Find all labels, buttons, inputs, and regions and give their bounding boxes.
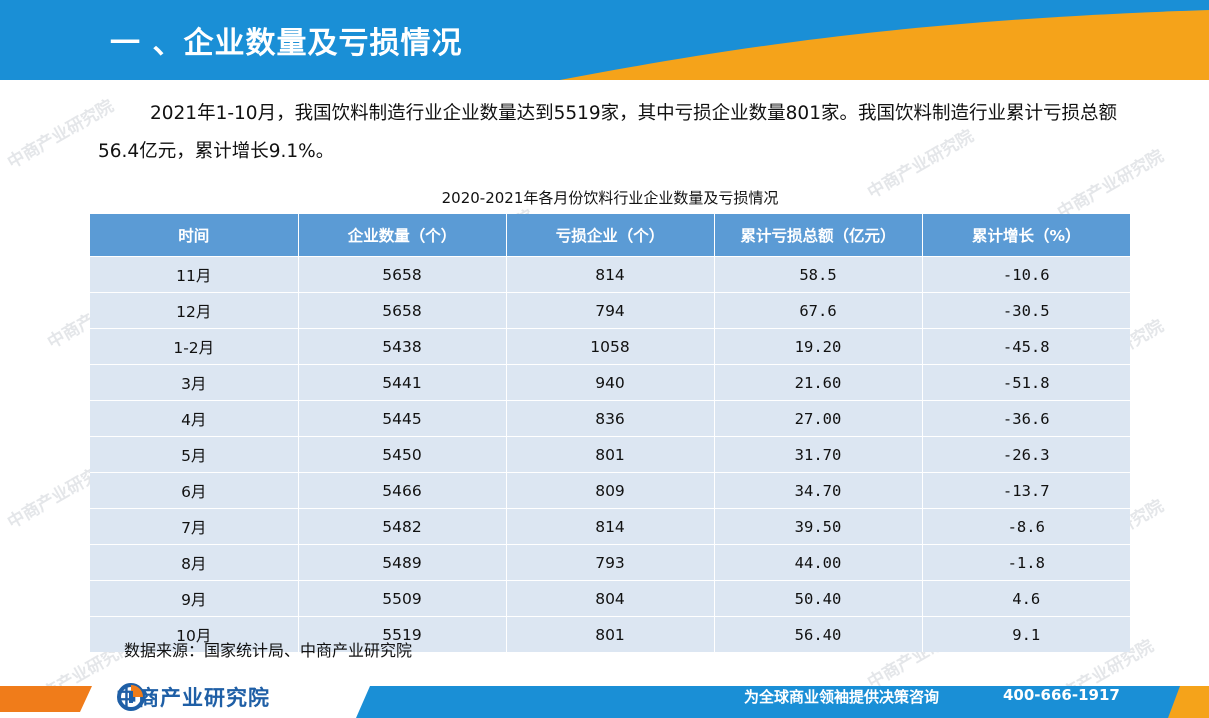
company-logo: 中商产业研究院 [116, 682, 270, 712]
cell-enterprise-count: 5450 [298, 436, 507, 473]
cell-enterprise-count: 5445 [298, 400, 507, 437]
header-growth: 累计增长（%） [922, 214, 1130, 257]
table-row: 10月 5519 801 56.40 9.1 [90, 616, 1130, 652]
cell-growth: 9.1 [922, 616, 1130, 652]
header-banner: 一 、企业数量及亏损情况 [0, 0, 1209, 80]
table-row: 6月 5466 809 34.70 -13.7 [90, 472, 1130, 509]
cell-time: 7月 [90, 508, 299, 545]
table-row: 3月 5441 940 21.60 -51.8 [90, 364, 1130, 401]
cell-total-loss: 67.6 [714, 292, 923, 329]
cell-enterprise-count: 5658 [298, 256, 507, 293]
cell-enterprise-count: 5519 [298, 616, 507, 652]
header-loss-enterprises: 亏损企业（个） [506, 214, 715, 257]
cell-time: 5月 [90, 436, 299, 473]
cell-growth: 4.6 [922, 580, 1130, 617]
cell-time: 8月 [90, 544, 299, 581]
table-row: 1-2月 5438 1058 19.20 -45.8 [90, 328, 1130, 365]
cell-loss-enterprises: 809 [506, 472, 715, 509]
cell-growth: -13.7 [922, 472, 1130, 509]
header-time: 时间 [90, 214, 299, 257]
cell-enterprise-count: 5658 [298, 292, 507, 329]
table-header-row: 时间 企业数量（个） 亏损企业（个） 累计亏损总额（亿元） 累计增长（%） [90, 214, 1130, 257]
table-body: 11月 5658 814 58.5 -10.6 12月 5658 794 67.6 -30.5 1-… [90, 256, 1130, 652]
footer-background [0, 686, 1209, 718]
cell-time: 12月 [90, 292, 299, 329]
cell-loss-enterprises: 814 [506, 256, 715, 293]
cell-total-loss: 34.70 [714, 472, 923, 509]
cell-time: 1-2月 [90, 328, 299, 365]
table-row: 8月 5489 793 44.00 -1.8 [90, 544, 1130, 581]
cell-loss-enterprises: 794 [506, 292, 715, 329]
table-row: 9月 5509 804 50.40 4.6 [90, 580, 1130, 617]
footer-bar: 中商产业研究院 为全球商业领袖提供决策咨询 400-666-1917 [0, 678, 1209, 718]
header-background [0, 0, 1209, 80]
cell-loss-enterprises: 836 [506, 400, 715, 437]
cell-enterprise-count: 5489 [298, 544, 507, 581]
cell-growth: -8.6 [922, 508, 1130, 545]
cell-growth: -36.6 [922, 400, 1130, 437]
cell-time: 11月 [90, 256, 299, 293]
cell-growth: -26.3 [922, 436, 1130, 473]
cell-time: 10月 [90, 616, 299, 652]
cell-loss-enterprises: 801 [506, 616, 715, 652]
cell-loss-enterprises: 793 [506, 544, 715, 581]
cell-enterprise-count: 5441 [298, 364, 507, 401]
company-logo-icon [117, 683, 145, 711]
cell-loss-enterprises: 804 [506, 580, 715, 617]
cell-enterprise-count: 5438 [298, 328, 507, 365]
table-row: 4月 5445 836 27.00 -36.6 [90, 400, 1130, 437]
cell-growth: -51.8 [922, 364, 1130, 401]
footer-slogan: 为全球商业领袖提供决策咨询 [744, 688, 940, 706]
table-row: 12月 5658 794 67.6 -30.5 [90, 292, 1130, 329]
cell-enterprise-count: 5466 [298, 472, 507, 509]
cell-total-loss: 44.00 [714, 544, 923, 581]
cell-growth: -10.6 [922, 256, 1130, 293]
cell-enterprise-count: 5509 [298, 580, 507, 617]
page-title: 一 、企业数量及亏损情况 [110, 26, 463, 61]
footer-phone: 400-666-1917 [1003, 686, 1120, 704]
cell-loss-enterprises: 940 [506, 364, 715, 401]
cell-total-loss: 21.60 [714, 364, 923, 401]
cell-time: 4月 [90, 400, 299, 437]
cell-time: 9月 [90, 580, 299, 617]
data-table: 时间 企业数量（个） 亏损企业（个） 累计亏损总额（亿元） 累计增长（%） 11… [90, 214, 1130, 652]
cell-loss-enterprises: 1058 [506, 328, 715, 365]
header-total-loss: 累计亏损总额（亿元） [714, 214, 923, 257]
table-row: 5月 5450 801 31.70 -26.3 [90, 436, 1130, 473]
data-source: 数据来源：国家统计局、中商产业研究院 [124, 641, 413, 660]
cell-total-loss: 56.40 [714, 616, 923, 652]
cell-time: 6月 [90, 472, 299, 509]
cell-total-loss: 19.20 [714, 328, 923, 365]
cell-total-loss: 27.00 [714, 400, 923, 437]
cell-growth: -30.5 [922, 292, 1130, 329]
table-title: 2020-2021年各月份饮料行业企业数量及亏损情况 [441, 189, 779, 207]
cell-total-loss: 50.40 [714, 580, 923, 617]
cell-loss-enterprises: 801 [506, 436, 715, 473]
table-row: 7月 5482 814 39.50 -8.6 [90, 508, 1130, 545]
cell-total-loss: 39.50 [714, 508, 923, 545]
cell-total-loss: 31.70 [714, 436, 923, 473]
cell-loss-enterprises: 814 [506, 508, 715, 545]
cell-total-loss: 58.5 [714, 256, 923, 293]
cell-time: 3月 [90, 364, 299, 401]
intro-paragraph: 2021年1-10月，我国饮料制造行业企业数量达到5519家，其中亏损企业数量8… [98, 103, 1117, 162]
cell-growth: -1.8 [922, 544, 1130, 581]
header-enterprise-count: 企业数量（个） [298, 214, 507, 257]
table-row: 11月 5658 814 58.5 -10.6 [90, 256, 1130, 293]
cell-enterprise-count: 5482 [298, 508, 507, 545]
cell-growth: -45.8 [922, 328, 1130, 365]
